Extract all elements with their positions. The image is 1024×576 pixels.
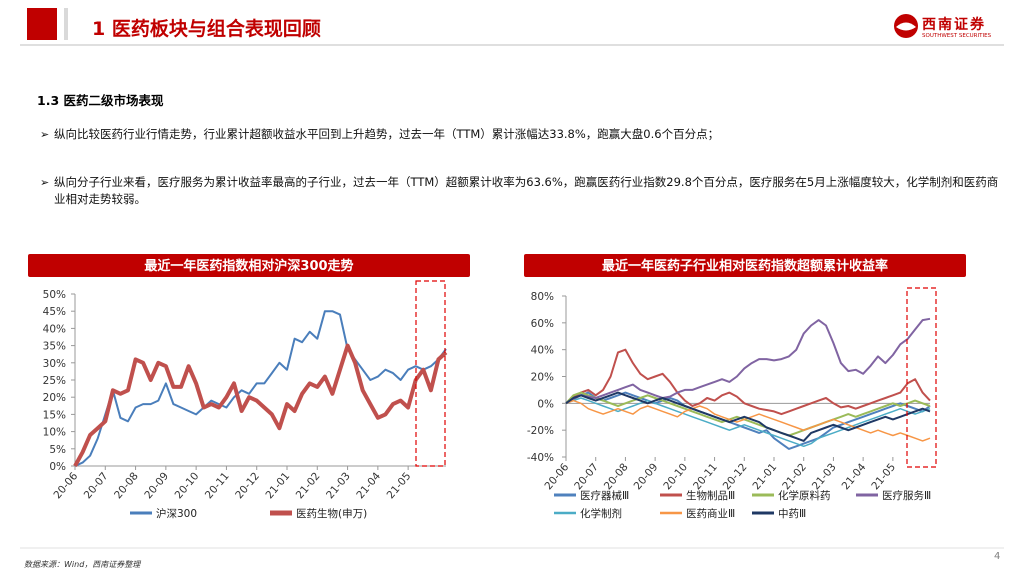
y-tick-label: 60% <box>531 318 554 330</box>
y-tick-label: 35% <box>43 341 66 353</box>
x-tick-label: 20-09 <box>142 470 171 501</box>
series-line <box>565 391 931 442</box>
bullet: 纵向分子行业来看，医疗服务为累计收益率最高的子行业，过去一年（TTM）超额累计收… <box>40 174 999 208</box>
y-tick-label: -40% <box>527 452 554 464</box>
header-title: 1 医药板块与组合表现回顾 <box>92 18 321 40</box>
header-divider <box>64 8 68 40</box>
y-tick-label: 40% <box>43 323 66 335</box>
x-tick-label: 20-12 <box>721 461 750 492</box>
chart-title: 最近一年医药子行业相对医药指数超额累计收益率 <box>602 258 888 274</box>
x-tick-label: 20-11 <box>691 461 720 492</box>
legend-label: 医药生物(申万) <box>296 507 367 520</box>
logo-subtext: SOUTHWEST SECURITIES <box>922 33 992 39</box>
x-tick-label: 21-02 <box>294 470 323 501</box>
x-tick-label: 21-01 <box>750 461 779 492</box>
legend-label: 医疗器械Ⅲ <box>580 489 629 502</box>
y-tick-label: 5% <box>49 444 66 456</box>
y-tick-label: 20% <box>43 392 66 404</box>
x-tick-label: 20-08 <box>602 461 631 492</box>
x-tick-label: 20-07 <box>82 470 111 501</box>
y-tick-label: 40% <box>531 345 554 357</box>
logo-icon-mark <box>896 22 916 31</box>
x-tick-label: 21-01 <box>263 470 292 501</box>
series-line <box>565 397 931 448</box>
y-tick-label: 0% <box>49 461 66 473</box>
y-tick-label: 25% <box>43 375 66 387</box>
y-tick-label: 20% <box>531 372 554 384</box>
series-line <box>565 348 931 416</box>
legend-label: 沪深300 <box>156 507 197 520</box>
x-tick-label: 20-07 <box>572 461 601 492</box>
y-tick-label: 80% <box>531 291 554 303</box>
series-line <box>565 391 931 450</box>
logo-text: 西南证券 <box>922 17 986 33</box>
y-tick-label: 30% <box>43 358 66 370</box>
bullet: 纵向比较医药行业行情走势，行业累计超额收益水平回到上升趋势，过去一年（TTM）累… <box>40 126 999 143</box>
legend-label: 医疗服务Ⅲ <box>882 489 931 502</box>
series-line <box>74 310 447 467</box>
x-tick-label: 20-09 <box>632 461 661 492</box>
x-tick-label: 21-02 <box>780 461 809 492</box>
y-tick-label: 15% <box>43 409 66 421</box>
x-tick-label: 20-06 <box>51 470 80 501</box>
x-tick-label: 21-03 <box>324 470 353 501</box>
x-tick-label: 20-11 <box>203 470 232 501</box>
series-line <box>73 343 448 467</box>
legend-label: 医药商业Ⅲ <box>686 507 735 520</box>
y-tick-label: 0% <box>537 398 554 410</box>
footer-source: 数据来源：Wind，西南证券整理 <box>24 560 141 569</box>
legend-label: 化学原料药 <box>778 489 831 502</box>
x-tick-label: 20-10 <box>173 470 202 501</box>
x-tick-label: 21-05 <box>869 461 898 492</box>
chart-title: 最近一年医药指数相对沪深300走势 <box>144 258 353 274</box>
legend-label: 化学制剂 <box>580 507 622 520</box>
x-tick-label: 21-04 <box>840 461 869 492</box>
x-tick-label: 20-08 <box>112 470 141 501</box>
legend-label: 生物制品Ⅲ <box>686 489 735 502</box>
x-tick-label: 21-03 <box>810 461 839 492</box>
highlight-box <box>415 280 446 467</box>
x-tick-label: 21-05 <box>385 470 414 501</box>
chart-title-banner <box>28 254 470 277</box>
y-tick-label: 10% <box>43 427 66 439</box>
y-tick-label: 50% <box>43 289 66 301</box>
x-tick-label: 21-04 <box>354 470 383 501</box>
x-tick-label: 20-10 <box>661 461 690 492</box>
x-tick-label: 20-12 <box>233 470 262 501</box>
section-title: 1.3 医药二级市场表现 <box>37 93 164 108</box>
header-block <box>27 8 57 40</box>
series-line <box>565 317 931 405</box>
page-number: 4 <box>994 551 1001 562</box>
y-tick-label: 45% <box>43 306 66 318</box>
series-line <box>565 391 931 437</box>
y-tick-label: -20% <box>527 425 554 437</box>
legend-label: 中药Ⅲ <box>778 507 806 520</box>
chart-title-banner <box>524 254 966 277</box>
x-tick-label: 20-06 <box>542 461 571 492</box>
